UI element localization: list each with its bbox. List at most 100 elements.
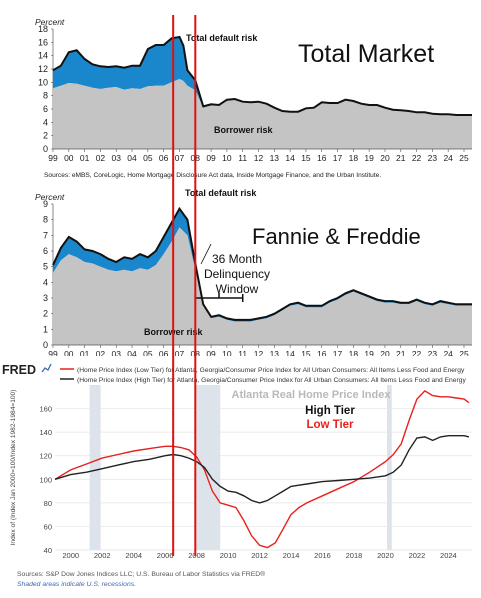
x-tick-label: 14 xyxy=(285,349,295,359)
x-tick-label: 15 xyxy=(301,153,311,163)
x-tick-label: 03 xyxy=(111,349,121,359)
x-tick-label: 01 xyxy=(80,153,90,163)
y-tick-label: 6 xyxy=(43,246,48,256)
y-tick-label: 100 xyxy=(39,475,52,484)
x-tick-label: 18 xyxy=(349,153,359,163)
x-tick-label: 07 xyxy=(175,153,185,163)
x-tick-label: 24 xyxy=(443,153,453,163)
x-tick-label: 21 xyxy=(396,153,406,163)
y-tick-label: 0 xyxy=(43,144,48,154)
y-tick-label: 8 xyxy=(43,91,48,101)
y-axis-label: Percent xyxy=(35,192,65,202)
fred-logo: FRED xyxy=(2,363,36,377)
y-tick-label: 5 xyxy=(43,262,48,272)
x-tick-label: 2012 xyxy=(251,551,268,560)
chart-source: Sources: S&P Dow Jones Indices LLC; U.S.… xyxy=(17,570,265,578)
x-tick-label: 02 xyxy=(96,349,106,359)
recession-band xyxy=(89,385,101,550)
y-tick-label: 40 xyxy=(44,546,52,555)
x-tick-label: 25 xyxy=(459,153,469,163)
recession-note: Shaded areas indicate U.S. recessions. xyxy=(17,581,136,588)
x-tick-label: 13 xyxy=(270,349,280,359)
x-tick-label: 15 xyxy=(301,349,311,359)
y-tick-label: 10 xyxy=(38,77,48,87)
y-tick-label: 0 xyxy=(43,340,48,350)
y-tick-label: 80 xyxy=(44,499,52,508)
y-tick-label: 8 xyxy=(43,215,48,225)
chart-title: Fannie & Freddie xyxy=(252,224,421,249)
fannie-freddie-chart: 0123456789Percent99000102030405060708091… xyxy=(35,188,472,359)
x-tick-label: 16 xyxy=(317,349,327,359)
x-tick-label: 10 xyxy=(222,349,232,359)
recession-band xyxy=(387,385,392,550)
red-vertical-lines xyxy=(172,15,197,556)
borrower-risk-area xyxy=(53,79,472,149)
x-tick-label: 09 xyxy=(206,349,216,359)
y-tick-label: 120 xyxy=(39,452,52,461)
x-tick-label: 99 xyxy=(48,153,58,163)
y-tick-label: 7 xyxy=(43,230,48,240)
x-tick-label: 2008 xyxy=(188,551,205,560)
x-tick-label: 20 xyxy=(380,153,390,163)
y-tick-label: 4 xyxy=(43,117,48,127)
x-tick-label: 11 xyxy=(238,349,247,359)
y-axis-label: Percent xyxy=(35,17,65,27)
y-tick-label: 16 xyxy=(38,37,48,47)
total-risk-pointer xyxy=(200,243,212,265)
delinquency-window-label-line: Delinquency xyxy=(204,267,270,281)
x-tick-label: 2006 xyxy=(157,551,174,560)
x-tick-label: 19 xyxy=(364,349,374,359)
x-tick-label: 05 xyxy=(143,153,153,163)
y-tick-label: 14 xyxy=(38,51,48,61)
product-risk-label: Product risk xyxy=(76,39,130,49)
x-tick-label: 18 xyxy=(349,349,359,359)
x-tick-label: 22 xyxy=(412,349,422,359)
chart-title: Atlanta Real Home Price Index xyxy=(232,389,392,401)
y-tick-label: 3 xyxy=(43,293,48,303)
x-tick-label: 25 xyxy=(459,349,469,359)
x-tick-label: 07 xyxy=(175,349,185,359)
x-tick-label: 03 xyxy=(111,153,121,163)
x-tick-label: 2018 xyxy=(346,551,363,560)
x-tick-label: 16 xyxy=(317,153,327,163)
x-tick-label: 2002 xyxy=(94,551,111,560)
product-risk-area xyxy=(53,208,472,322)
x-tick-label: 99 xyxy=(48,349,58,359)
x-tick-label: 05 xyxy=(143,349,153,359)
y-tick-label: 4 xyxy=(43,277,48,287)
series-line-high-tier xyxy=(54,435,470,504)
x-tick-label: 2014 xyxy=(283,551,300,560)
fred-panel-background xyxy=(0,356,481,598)
y-tick-label: 9 xyxy=(43,199,48,209)
y-tick-label: 160 xyxy=(39,405,52,414)
x-tick-label: 06 xyxy=(159,153,169,163)
x-tick-label: 17 xyxy=(333,349,343,359)
atlanta-home-price-chart: FRED (Home Price Index (Low Tier) for Atl… xyxy=(0,356,481,598)
x-tick-label: 10 xyxy=(222,153,232,163)
x-tick-label: 22 xyxy=(412,153,422,163)
y-axis-label: Index of (Index Jan 2000=100/Index 1982-… xyxy=(10,390,17,546)
x-tick-label: 2024 xyxy=(440,551,457,560)
x-tick-label: 09 xyxy=(206,153,216,163)
delinquency-window-label-line: 36 Month xyxy=(212,252,262,266)
x-tick-label: 13 xyxy=(270,153,280,163)
product-risk-label: Product risk xyxy=(82,220,136,230)
recession-band xyxy=(195,385,221,550)
x-tick-label: 12 xyxy=(254,349,264,359)
y-tick-label: 60 xyxy=(44,522,52,531)
x-tick-label: 2016 xyxy=(314,551,331,560)
x-tick-label: 2000 xyxy=(62,551,79,560)
x-tick-label: 19 xyxy=(364,153,374,163)
x-tick-label: 17 xyxy=(333,153,343,163)
x-tick-label: 02 xyxy=(96,153,106,163)
y-tick-label: 18 xyxy=(38,24,48,34)
x-tick-label: 06 xyxy=(159,349,169,359)
product-risk-area xyxy=(53,37,472,116)
high-tier-label: High Tier xyxy=(305,405,355,417)
x-tick-label: 01 xyxy=(80,349,90,359)
x-tick-label: 2010 xyxy=(220,551,237,560)
y-tick-label: 1 xyxy=(43,324,48,334)
x-tick-label: 04 xyxy=(127,153,137,163)
